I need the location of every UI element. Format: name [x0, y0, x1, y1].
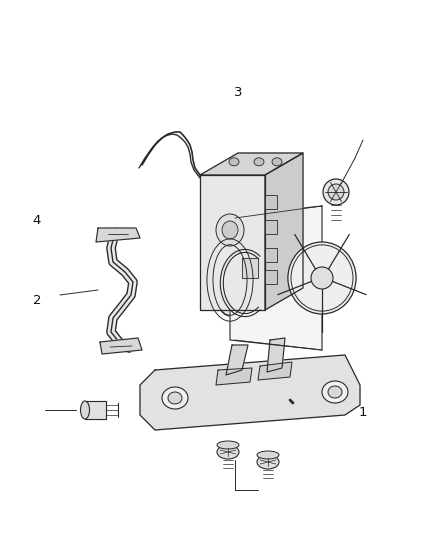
- Polygon shape: [200, 153, 303, 175]
- Ellipse shape: [311, 267, 333, 289]
- Ellipse shape: [81, 401, 89, 419]
- Polygon shape: [242, 258, 258, 278]
- Ellipse shape: [162, 387, 188, 409]
- Ellipse shape: [288, 242, 356, 314]
- FancyBboxPatch shape: [265, 270, 277, 284]
- Polygon shape: [265, 153, 303, 310]
- Polygon shape: [267, 338, 285, 372]
- Ellipse shape: [272, 158, 282, 166]
- Polygon shape: [85, 401, 106, 419]
- Ellipse shape: [222, 221, 238, 239]
- Ellipse shape: [217, 445, 239, 459]
- Ellipse shape: [328, 184, 344, 200]
- Text: 2: 2: [33, 295, 41, 308]
- FancyBboxPatch shape: [265, 248, 277, 262]
- Polygon shape: [230, 206, 322, 350]
- Polygon shape: [96, 228, 140, 242]
- Polygon shape: [216, 368, 252, 385]
- Text: 1: 1: [359, 407, 367, 419]
- FancyBboxPatch shape: [265, 220, 277, 234]
- FancyBboxPatch shape: [265, 195, 277, 209]
- Ellipse shape: [323, 179, 349, 205]
- Ellipse shape: [254, 158, 264, 166]
- Text: 3: 3: [234, 86, 242, 100]
- Ellipse shape: [213, 244, 247, 316]
- Polygon shape: [226, 345, 248, 375]
- Ellipse shape: [257, 451, 279, 459]
- Text: 4: 4: [33, 214, 41, 228]
- Polygon shape: [258, 362, 292, 380]
- Ellipse shape: [328, 386, 342, 398]
- Polygon shape: [200, 175, 265, 310]
- Ellipse shape: [257, 455, 279, 469]
- Polygon shape: [100, 338, 142, 354]
- Ellipse shape: [168, 392, 182, 404]
- Ellipse shape: [216, 214, 244, 246]
- Ellipse shape: [322, 381, 348, 403]
- Ellipse shape: [229, 158, 239, 166]
- Polygon shape: [140, 355, 360, 430]
- Ellipse shape: [217, 441, 239, 449]
